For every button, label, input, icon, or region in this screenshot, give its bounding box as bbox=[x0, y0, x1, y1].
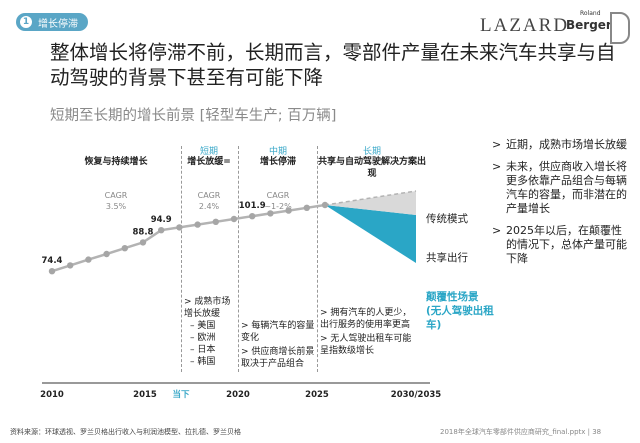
x-tick-label: 当下 bbox=[172, 389, 190, 400]
list-item: > 近期，成熟市场增长放缓 bbox=[492, 138, 627, 151]
divider-short bbox=[181, 146, 182, 372]
x-tick-label: 2025 bbox=[305, 390, 329, 400]
lazard-logo: LAZARD bbox=[480, 15, 570, 36]
data-point bbox=[249, 213, 256, 220]
data-point bbox=[212, 218, 219, 225]
divider-mid bbox=[238, 146, 239, 372]
data-point bbox=[285, 207, 292, 214]
notes-short-term: > 成熟市场增长放缓 – 美国 – 欧洲 – 日本 – 韩国 bbox=[184, 297, 231, 367]
column-mid-term: 中期 增长停滞 CAGR ~1-2% bbox=[259, 147, 296, 211]
data-point bbox=[194, 221, 201, 228]
x-tick-label: 2015 bbox=[133, 390, 157, 400]
data-point bbox=[48, 268, 56, 275]
chart-subtitle: 短期至长期的增长前景 [轻型车生产; 百万辆] bbox=[50, 108, 337, 124]
data-point bbox=[139, 239, 147, 246]
footer-source: 资料来源：环球透视、罗兰贝格出行收入与利润池模型、拉扎德、罗兰贝格 bbox=[10, 428, 241, 436]
disruptive-scenario-area bbox=[325, 205, 416, 263]
data-point bbox=[267, 210, 274, 217]
x-tick-label: 2030/2035 bbox=[391, 390, 442, 400]
column-recovery: 恢复与持续增长 CAGR 3.5% bbox=[84, 157, 148, 211]
question-mark: ? bbox=[384, 249, 399, 279]
roland-berger-logo: Roland Berger bbox=[566, 10, 630, 46]
list-item: > 未来，供应商收入增长将更多依靠产品组合与每辆汽车的容量，而非潜在的产量增长 bbox=[492, 160, 627, 215]
data-label: 101.9 bbox=[239, 201, 266, 211]
traditional-trend-line bbox=[324, 190, 417, 206]
data-point bbox=[121, 245, 128, 252]
sharing-label: 共享出行 bbox=[426, 252, 468, 264]
sharing-scenario-area bbox=[325, 191, 416, 215]
key-takeaways: > 近期，成熟市场增长放缓 > 未来，供应商收入增长将更多依靠产品组合与每辆汽车的容… bbox=[492, 138, 632, 274]
column-short-term: 短期 增长放缓= CAGR 2.4% bbox=[187, 147, 231, 211]
x-tick-label: 2020 bbox=[226, 390, 250, 400]
data-point bbox=[103, 250, 110, 258]
data-point bbox=[67, 262, 74, 269]
data-label: 94.9 bbox=[151, 215, 172, 225]
page-title: 整体增长将停滞不前，长期而言，零部件产量在未来汽车共享与自动驾驶的背景下甚至有可… bbox=[50, 41, 616, 89]
data-point bbox=[230, 215, 238, 223]
section-number: 1 bbox=[20, 16, 32, 28]
x-tick-label: 2010 bbox=[40, 390, 64, 400]
data-point bbox=[85, 256, 92, 263]
data-label: 74.4 bbox=[42, 256, 63, 266]
section-badge: 1 增长停滞 bbox=[16, 13, 88, 31]
traditional-label: 传统模式 bbox=[426, 213, 468, 225]
production-line bbox=[51, 203, 326, 273]
disruptive-label: 颠覆性场景 (无人驾驶出租车) bbox=[426, 291, 494, 331]
data-point bbox=[303, 204, 310, 211]
data-label: 88.8 bbox=[133, 227, 154, 237]
notes-mid-term: > 每辆汽车的容量变化 > 供应商增长前景取决于产品组合 bbox=[241, 321, 315, 369]
column-long-term: 长期 共享与自动驾驶解决方案出现 bbox=[318, 147, 427, 179]
notes-long-term: > 拥有汽车的人更少，出行服务的使用率更高 > 无人驾驶出租车可能呈指数级增长 bbox=[320, 308, 412, 356]
divider-long bbox=[317, 146, 318, 372]
data-point bbox=[176, 224, 183, 231]
footer-file: 2018年全球汽车零部件供应商研究_final.pptx | 38 bbox=[440, 428, 602, 436]
section-label: 增长停滞 bbox=[38, 18, 78, 30]
data-point bbox=[158, 227, 165, 234]
list-item: >2025年以后，在颠覆性的情况下，总体产量可能下降 bbox=[492, 224, 627, 265]
data-point bbox=[321, 201, 329, 209]
